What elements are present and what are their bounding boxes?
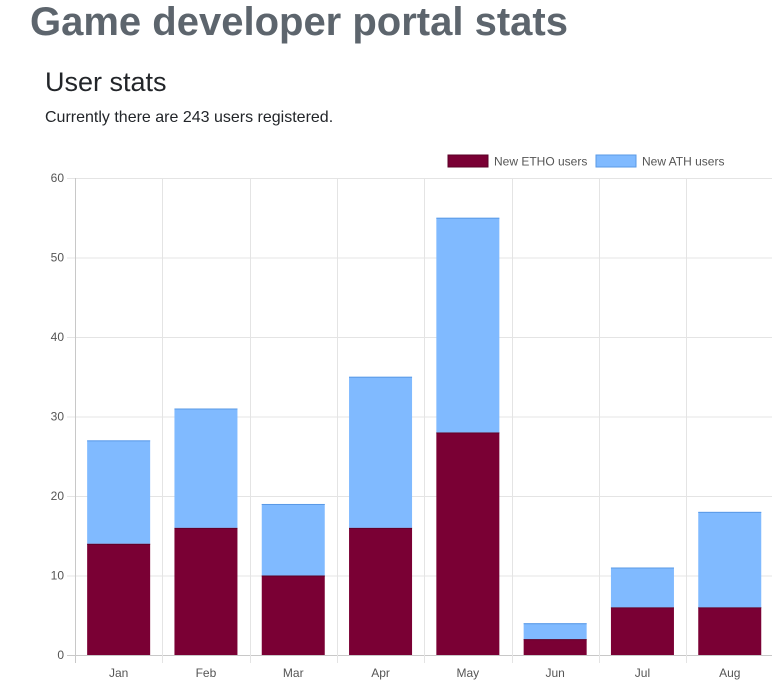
legend-item-ath[interactable]: New ATH users	[595, 154, 724, 169]
user-stats-heading: User stats	[45, 67, 167, 97]
bar-ath-apr[interactable]	[349, 376, 413, 528]
x-tick-label-mar: Mar	[283, 666, 304, 680]
legend-label-ath: New ATH users	[642, 155, 724, 169]
bar-ath-aug[interactable]	[698, 511, 762, 608]
x-tick-label-may: May	[457, 666, 480, 680]
x-tick-label-apr: Apr	[371, 666, 390, 680]
bar-ath-jul[interactable]	[610, 567, 674, 608]
legend-swatch-etho	[447, 154, 489, 168]
bar-etho-apr[interactable]	[349, 527, 413, 655]
x-tick-label-jan: Jan	[109, 666, 128, 680]
page-title: Game developer portal stats	[30, 0, 568, 44]
bar-etho-jul[interactable]	[610, 607, 674, 655]
bar-ath-feb[interactable]	[174, 408, 238, 528]
y-tick-label: 60	[51, 171, 65, 185]
bar-ath-jan[interactable]	[87, 440, 151, 544]
user-count-summary: Currently there are 243 users registered…	[45, 109, 334, 126]
legend-swatch-ath	[595, 154, 637, 168]
bar-etho-feb[interactable]	[174, 527, 238, 655]
y-tick-label: 40	[51, 330, 65, 344]
bar-ath-may[interactable]	[436, 217, 500, 433]
user-stats-chart: 0 10 20 30 40 50 60 Jan Feb Mar Apr May Jun Jul Aug Ne…	[51, 154, 772, 680]
y-tick-label: 30	[51, 410, 65, 424]
y-tick-label: 50	[51, 251, 65, 265]
legend-label-etho: New ETHO users	[494, 155, 587, 169]
x-tick-label-jun: Jun	[545, 666, 564, 680]
y-tick-label: 20	[51, 489, 65, 503]
bar-etho-jun[interactable]	[523, 639, 587, 655]
bar-etho-jan[interactable]	[87, 543, 151, 655]
bar-etho-may[interactable]	[436, 432, 500, 655]
x-tick-label-jul: Jul	[635, 666, 650, 680]
bar-ath-jun[interactable]	[523, 623, 587, 640]
chart-axes: 0 10 20 30 40 50 60 Jan Feb Mar Apr May Jun Jul Aug	[51, 171, 741, 680]
y-tick-label: 0	[57, 648, 64, 662]
y-tick-label: 10	[51, 569, 65, 583]
x-tick-label-feb: Feb	[196, 666, 217, 680]
chart-legend[interactable]: New ETHO users New ATH users	[447, 154, 724, 169]
chart-gridlines	[67, 178, 772, 663]
bar-etho-mar[interactable]	[261, 575, 325, 656]
x-tick-label-aug: Aug	[719, 666, 740, 680]
legend-item-etho[interactable]: New ETHO users	[447, 154, 587, 169]
bar-etho-aug[interactable]	[698, 607, 762, 655]
bar-ath-mar[interactable]	[261, 503, 325, 576]
chart-bars	[87, 217, 762, 656]
